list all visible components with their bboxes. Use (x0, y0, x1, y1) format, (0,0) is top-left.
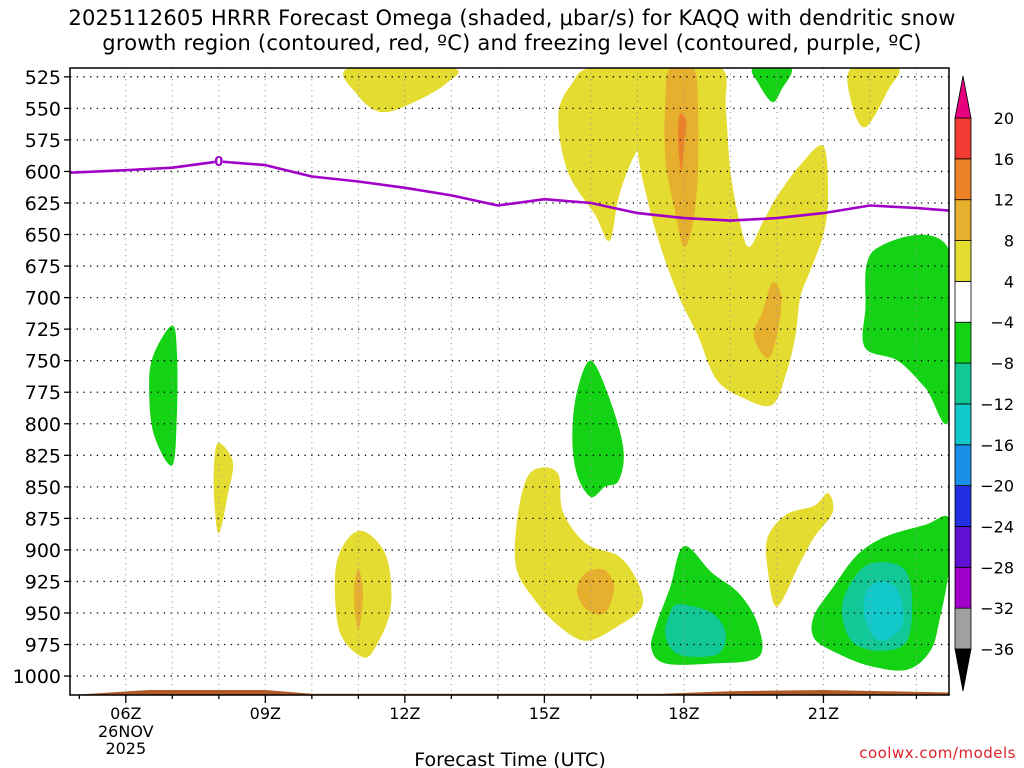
y-tick-label-850: 850 (25, 477, 61, 499)
colorbar-band-8 (954, 321, 972, 364)
omega-region-3 (847, 68, 900, 128)
omega-region-21 (863, 581, 904, 641)
omega-region-14 (149, 325, 178, 466)
omega-region-19 (664, 604, 726, 658)
colorbar-label-4: 4 (1004, 272, 1014, 291)
y-tick-label-550: 550 (25, 98, 61, 120)
colorbar-label--16: −16 (980, 436, 1014, 455)
omega-region-13 (751, 68, 792, 103)
omega-region-10 (353, 568, 363, 630)
y-axis: 525 550 575 600 625 650 675 700 725 750 775 800 825 8… (13, 67, 70, 688)
x-tick-sublabel-0: 26NOV (98, 722, 154, 741)
y-tick-label-900: 900 (25, 540, 61, 562)
colorbar-band-5 (954, 444, 972, 487)
colorbar-label--8: −8 (990, 354, 1014, 373)
chart-title: 2025112605 HRRR Forecast Omega (shaded, … (0, 6, 1024, 56)
colorbar-label--36: −36 (980, 640, 1014, 659)
colorbar-label-12: 12 (994, 191, 1014, 210)
y-tick-label-575: 575 (25, 130, 61, 152)
omega-region-7 (765, 493, 834, 607)
terrain-surface (70, 690, 949, 695)
colorbar-label-8: 8 (1004, 232, 1014, 251)
colorbar-label--28: −28 (980, 558, 1014, 577)
colorbar-band-1 (954, 607, 972, 650)
x-tick-label-06Z: 06Z (110, 704, 141, 723)
omega-region-9 (753, 282, 782, 359)
colorbar-band-9 (954, 280, 972, 323)
colorbar-band-2 (954, 566, 972, 609)
y-tick-label-775: 775 (25, 382, 61, 404)
freezing-level-layer: 0 (70, 154, 949, 222)
colorbar-band-12 (954, 158, 972, 201)
colorbar-band-10 (954, 240, 972, 282)
chart-title-line2: growth region (contoured, red, ºC) and f… (102, 31, 922, 55)
omega-region-16 (862, 234, 949, 425)
y-tick-label-925: 925 (25, 571, 61, 593)
colorbar-label--20: −20 (980, 477, 1014, 496)
omega-region-11 (576, 568, 615, 615)
y-tick-label-875: 875 (25, 508, 61, 530)
y-tick-label-525: 525 (25, 67, 61, 89)
freezing-level-label: 0 (214, 155, 223, 170)
credit-label: coolwx.com/models (859, 744, 1016, 762)
colorbar: −36 −32 −28 −24 −20 −16 −12 −8 −4 4 8 12 16 20 (954, 75, 1014, 692)
omega-region-1 (558, 68, 666, 242)
omega-region-6 (514, 467, 644, 641)
y-tick-label-750: 750 (25, 351, 61, 373)
omega-region-15 (572, 360, 624, 498)
y-tick-label-950: 950 (25, 603, 61, 625)
colorbar-top-arrow (954, 75, 972, 119)
colorbar-label--12: −12 (980, 395, 1014, 414)
x-tick-label-09Z: 09Z (250, 704, 281, 723)
grid-layer (70, 68, 949, 695)
colorbar-bottom-arrow (954, 648, 972, 692)
colorbar-label--24: −24 (980, 517, 1014, 536)
x-tick-sublabel-1: 2025 (105, 739, 146, 758)
x-axis-label: Forecast Time (UTC) (414, 749, 605, 768)
plot-frame (69, 67, 950, 696)
y-tick-label-650: 650 (25, 225, 61, 247)
terrain-layer (70, 690, 949, 695)
y-tick-label-600: 600 (25, 161, 61, 183)
y-tick-label-975: 975 (25, 635, 61, 657)
y-tick-label-800: 800 (25, 414, 61, 436)
y-tick-label-700: 700 (25, 288, 61, 310)
colorbar-band-3 (954, 526, 972, 568)
freezing-level-line (70, 160, 949, 222)
colorbar-label--32: −32 (980, 599, 1014, 618)
colorbar-label--4: −4 (990, 313, 1014, 332)
chart-title-line1: 2025112605 HRRR Forecast Omega (shaded, … (68, 6, 956, 30)
x-tick-label-12Z: 12Z (389, 704, 420, 723)
omega-region-0 (343, 68, 459, 113)
colorbar-label-16: 16 (994, 150, 1014, 169)
x-tick-label-18Z: 18Z (668, 704, 699, 723)
colorbar-band-6 (954, 403, 972, 446)
colorbar-band-7 (954, 362, 972, 405)
y-tick-label-725: 725 (25, 319, 61, 341)
y-tick-label-625: 625 (25, 193, 61, 215)
freezing-level-label-bg (214, 154, 223, 168)
y-tick-label-1000: 1000 (13, 666, 61, 688)
x-tick-label-15Z: 15Z (529, 704, 560, 723)
omega-region-4 (213, 442, 234, 534)
omega-shading-layer (149, 68, 949, 671)
omega-region-5 (334, 530, 392, 658)
y-tick-label-675: 675 (25, 256, 61, 278)
omega-region-12 (678, 113, 687, 172)
y-tick-label-825: 825 (25, 445, 61, 467)
colorbar-band-11 (954, 199, 972, 241)
colorbar-band-13 (954, 117, 972, 160)
colorbar-label-20: 20 (994, 109, 1014, 128)
colorbar-band-4 (954, 485, 972, 527)
x-tick-label-21Z: 21Z (808, 704, 839, 723)
